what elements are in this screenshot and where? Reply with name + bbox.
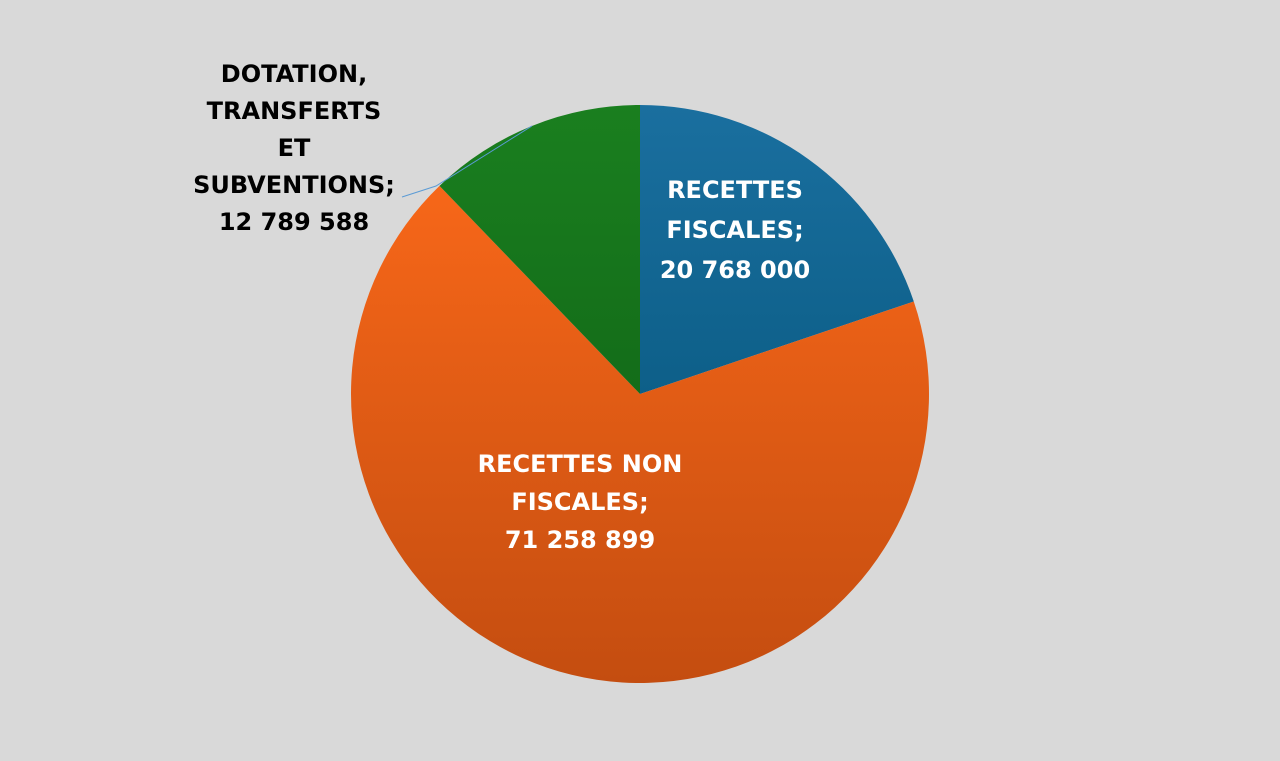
slice-label-0-line-2: 20 768 000 <box>660 256 810 284</box>
pie-slice-0 <box>640 105 914 394</box>
slice-label-0-line-0: RECETTES <box>667 176 803 204</box>
slice-label-2-line-3: SUBVENTIONS; <box>193 171 395 199</box>
slice-label-2-line-0: DOTATION, <box>221 60 367 88</box>
leader-line-2 <box>401 125 533 198</box>
slice-label-0: RECETTES FISCALES; 20 768 000 <box>660 176 810 284</box>
slice-label-2-line-1: TRANSFERTS <box>207 97 382 125</box>
slice-labels: RECETTES FISCALES; 20 768 000 RECETTES NON F… <box>193 60 810 554</box>
slice-label-1-line-0: RECETTES NON <box>478 450 683 478</box>
pie-slice-2 <box>439 104 640 394</box>
slice-label-2-line-4: 12 789 588 <box>219 208 369 236</box>
slice-label-1-line-1: FISCALES; <box>511 488 648 516</box>
slice-label-1: RECETTES NON FISCALES; 71 258 899 <box>478 450 683 554</box>
pie-slices <box>351 104 930 684</box>
pie-slice-1 <box>351 185 930 684</box>
slice-label-0-line-1: FISCALES; <box>666 216 803 244</box>
slice-label-2-line-2: ET <box>278 134 311 162</box>
slice-label-2: DOTATION, TRANSFERTS ET SUBVENTIONS; 12 789 … <box>193 60 395 236</box>
leader-lines <box>401 125 533 198</box>
slice-label-1-line-2: 71 258 899 <box>505 526 655 554</box>
